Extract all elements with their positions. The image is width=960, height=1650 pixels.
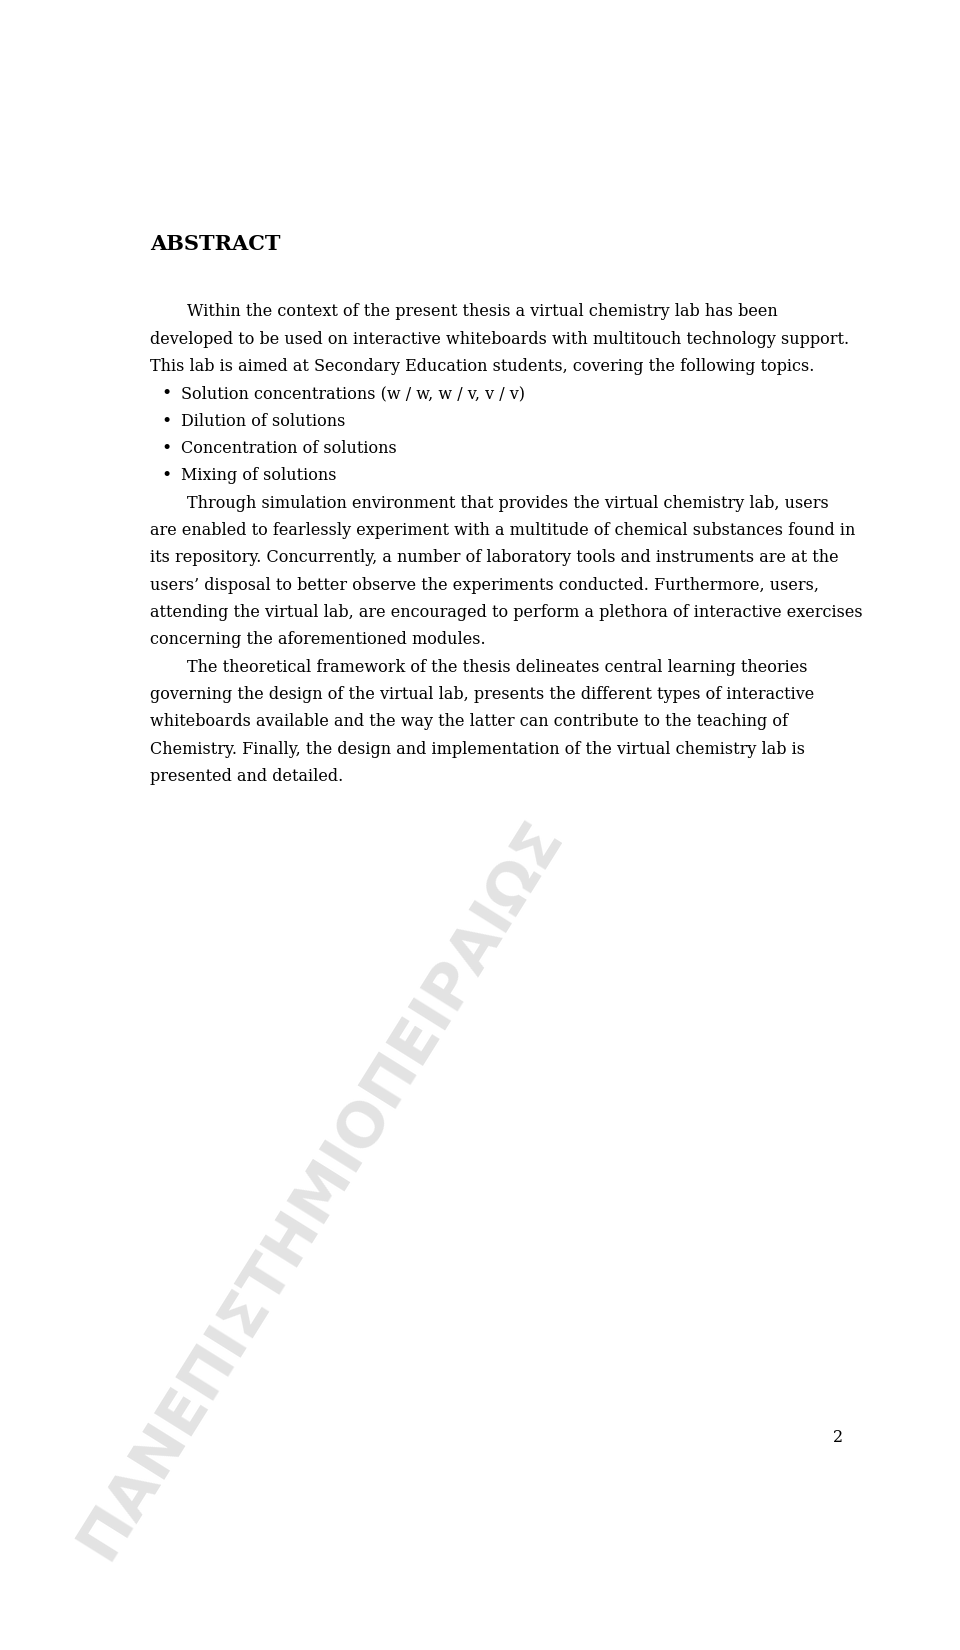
- Text: •: •: [161, 386, 171, 403]
- Text: Through simulation environment that provides the virtual chemistry lab, users: Through simulation environment that prov…: [187, 495, 828, 512]
- Text: ΠΑΝΕΠΙΣΤΗΜΙΟΠΕΙΡΑΙΩΣ: ΠΑΝΕΠΙΣΤΗΜΙΟΠΕΙΡΑΙΩΣ: [68, 808, 574, 1569]
- Text: concerning the aforementioned modules.: concerning the aforementioned modules.: [150, 632, 486, 648]
- Text: Mixing of solutions: Mixing of solutions: [181, 467, 337, 485]
- Text: ABSTRACT: ABSTRACT: [150, 234, 280, 254]
- Text: •: •: [161, 467, 171, 485]
- Text: Dilution of solutions: Dilution of solutions: [181, 412, 346, 429]
- Text: •: •: [161, 441, 171, 457]
- Text: developed to be used on interactive whiteboards with multitouch technology suppo: developed to be used on interactive whit…: [150, 330, 849, 348]
- Text: This lab is aimed at Secondary Education students, covering the following topics: This lab is aimed at Secondary Education…: [150, 358, 814, 375]
- Text: •: •: [161, 412, 171, 429]
- Text: users’ disposal to better observe the experiments conducted. Furthermore, users,: users’ disposal to better observe the ex…: [150, 576, 819, 594]
- Text: its repository. Concurrently, a number of laboratory tools and instruments are a: its repository. Concurrently, a number o…: [150, 549, 838, 566]
- Text: Chemistry. Finally, the design and implementation of the virtual chemistry lab i: Chemistry. Finally, the design and imple…: [150, 741, 804, 757]
- Text: governing the design of the virtual lab, presents the different types of interac: governing the design of the virtual lab,…: [150, 686, 814, 703]
- Text: 2: 2: [833, 1429, 843, 1445]
- Text: The theoretical framework of the thesis delineates central learning theories: The theoretical framework of the thesis …: [187, 658, 807, 675]
- Text: Solution concentrations (w / w, w / v, v / v): Solution concentrations (w / w, w / v, v…: [181, 386, 525, 403]
- Text: attending the virtual lab, are encouraged to perform a plethora of interactive e: attending the virtual lab, are encourage…: [150, 604, 862, 620]
- Text: are enabled to fearlessly experiment with a multitude of chemical substances fou: are enabled to fearlessly experiment wit…: [150, 521, 855, 540]
- Text: Concentration of solutions: Concentration of solutions: [181, 441, 396, 457]
- Text: presented and detailed.: presented and detailed.: [150, 767, 343, 785]
- Text: Within the context of the present thesis a virtual chemistry lab has been: Within the context of the present thesis…: [187, 304, 778, 320]
- Text: whiteboards available and the way the latter can contribute to the teaching of: whiteboards available and the way the la…: [150, 713, 788, 731]
